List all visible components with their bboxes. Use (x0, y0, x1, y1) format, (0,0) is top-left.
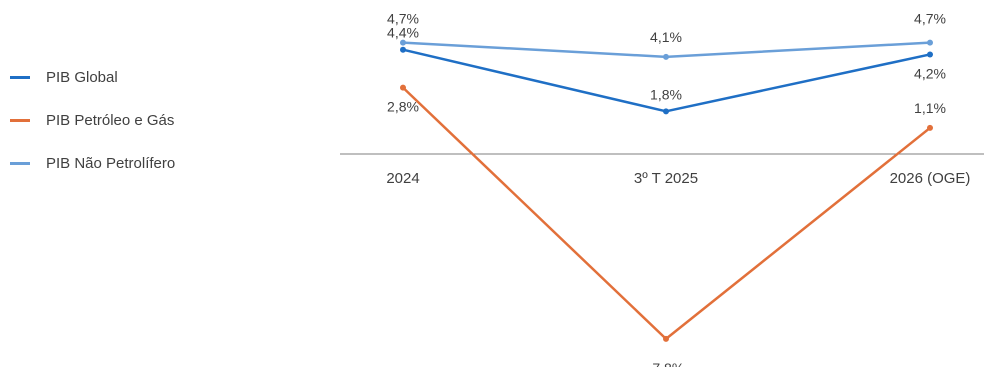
data-label: -7,8% (648, 360, 685, 367)
legend-item-pib-global: PIB Global (10, 66, 175, 88)
legend-swatch-pib-global (10, 75, 30, 79)
legend-label-pib-nao-petrolifero: PIB Não Petrolífero (46, 154, 176, 172)
legend-swatch-pib-nao-petrolifero (10, 161, 30, 165)
data-label: 2,8% (387, 99, 419, 115)
data-label: 4,7% (914, 11, 946, 27)
legend: PIB Global PIB Petróleo e Gás PIB Não Pe… (10, 66, 175, 195)
legend-label-pib-petroleo-gas: PIB Petróleo e Gás (46, 111, 175, 129)
data-point (400, 84, 406, 91)
data-label: 4,4% (387, 25, 419, 41)
x-tick-label: 3º T 2025 (634, 170, 698, 187)
data-point (663, 335, 669, 342)
data-label: 4,2% (914, 65, 946, 81)
data-point (927, 39, 933, 46)
legend-swatch-pib-petroleo-gas (10, 118, 30, 122)
data-point (663, 53, 669, 60)
data-point (927, 51, 933, 58)
legend-item-pib-nao-petrolifero: PIB Não Petrolífero (10, 152, 175, 174)
data-point (663, 108, 669, 115)
data-point (927, 124, 933, 131)
x-tick-label: 2026 (OGE) (890, 170, 971, 187)
series-line-1 (402, 86, 931, 341)
data-label: 4,1% (650, 29, 682, 45)
data-label: 1,1% (914, 100, 946, 116)
legend-label-pib-global: PIB Global (46, 68, 118, 86)
data-point (400, 39, 406, 46)
data-label: 4,7% (387, 11, 419, 27)
legend-item-pib-petroleo-gas: PIB Petróleo e Gás (10, 109, 175, 131)
data-point (400, 46, 406, 53)
x-tick-label: 2024 (386, 170, 419, 187)
data-label: 1,8% (650, 86, 682, 102)
